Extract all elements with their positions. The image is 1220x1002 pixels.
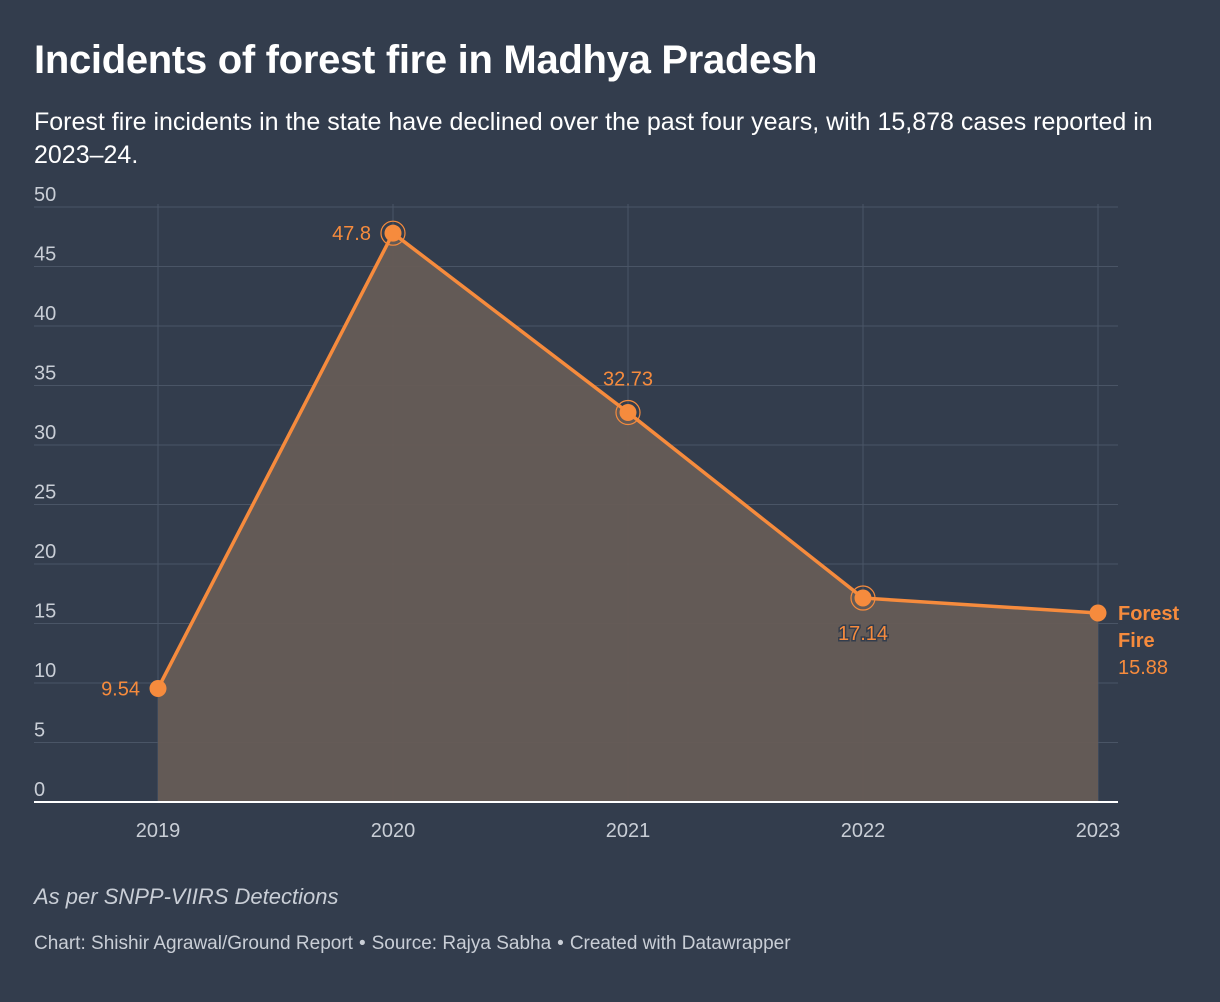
y-tick-label: 45	[34, 244, 56, 266]
chart-title: Incidents of forest fire in Madhya Prade…	[34, 38, 818, 82]
data-points	[149, 220, 1107, 697]
y-tick-label: 15	[34, 601, 56, 623]
data-label: 47.8	[332, 223, 371, 245]
y-tick-label: 25	[34, 482, 56, 504]
data-label: 17.14	[838, 623, 888, 645]
data-label: 32.73	[603, 369, 653, 391]
y-tick-label: 20	[34, 541, 56, 563]
data-labels: 9.54 47.8 32.73 17.14 Forest Fire 15.88	[101, 223, 1179, 700]
footer-credits: Chart: Shishir Agrawal/Ground Report • Sou…	[34, 933, 791, 955]
area-fill-layer	[158, 233, 1098, 802]
data-label: 15.88	[1118, 657, 1168, 679]
series-name-label: Fire	[1118, 630, 1155, 652]
data-point	[384, 224, 402, 242]
data-point-ring	[615, 399, 641, 426]
x-tick-label: 2019	[136, 820, 181, 842]
footer-separator: •	[557, 933, 564, 954]
data-point	[1089, 604, 1107, 622]
datawrapper-link[interactable]: Created with Datawrapper	[569, 933, 791, 954]
y-tick-label: 40	[34, 303, 56, 325]
area-fill	[158, 233, 1098, 802]
x-tick-label: 2021	[606, 820, 651, 842]
data-point	[149, 679, 167, 697]
x-tick-label: 2022	[841, 820, 886, 842]
footer-separator: •	[358, 933, 366, 954]
data-label: 9.54	[101, 678, 140, 700]
line-area-chart: 0 5 10 15 20 25 30 35 40 45 50 2019 2020 2021 2022 202…	[34, 184, 1179, 842]
y-tick-label: 30	[34, 422, 56, 444]
chart-subtitle: Forest fire incidents in the state have …	[34, 108, 1153, 169]
axes: 2019 2020 2021 2022 2023	[34, 801, 1121, 842]
series-name-label: Forest	[1118, 603, 1179, 625]
detection-note: As per SNPP-VIIRS Detections	[34, 884, 339, 909]
y-tick-label: 5	[34, 720, 45, 742]
data-point	[854, 589, 872, 607]
y-tick-label: 35	[34, 363, 56, 385]
x-tick-label: 2020	[371, 820, 416, 842]
data-point	[619, 404, 637, 422]
chart-credit: Chart: Shishir Agrawal/Ground Report	[34, 933, 353, 954]
data-point-ring	[380, 220, 406, 246]
source-link[interactable]: Source: Rajya Sabha	[371, 933, 552, 954]
y-tick-label: 50	[34, 184, 56, 206]
y-tick-label: 0	[34, 779, 45, 801]
x-tick-label: 2023	[1076, 820, 1121, 842]
y-tick-label: 10	[34, 660, 56, 682]
data-point-ring	[850, 585, 876, 611]
